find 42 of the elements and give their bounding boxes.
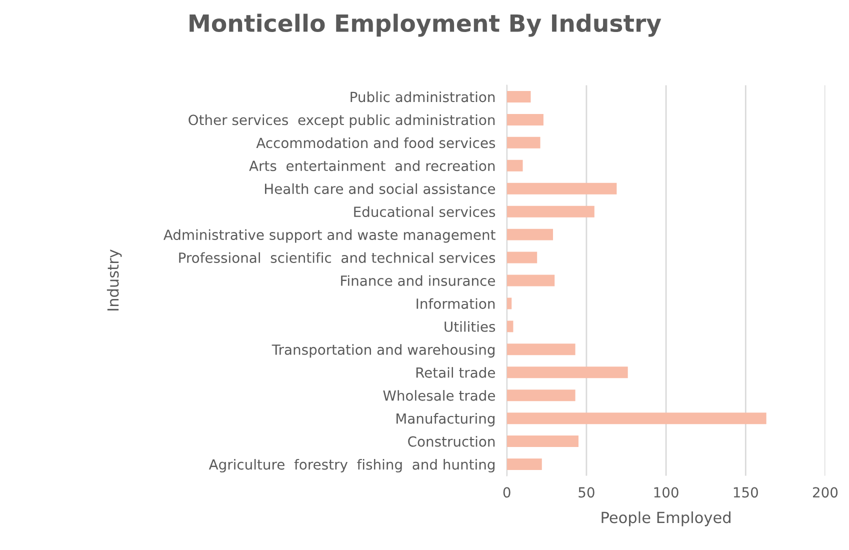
y-tick-label: Construction bbox=[408, 436, 495, 447]
bar bbox=[506, 458, 542, 470]
bar bbox=[506, 182, 617, 194]
y-tick-label: Educational services bbox=[354, 206, 496, 218]
y-tick-label: Wholesale trade bbox=[383, 390, 495, 401]
bar bbox=[506, 136, 540, 148]
y-tick-label: Accommodation and food services bbox=[256, 137, 496, 148]
bar bbox=[506, 436, 578, 448]
x-tick-label: 50 bbox=[578, 487, 594, 498]
y-tick-label: Transportation and warehousing bbox=[272, 344, 494, 358]
bar bbox=[506, 206, 594, 218]
y-tick-label: Retail trade bbox=[416, 367, 495, 378]
y-tick-label: Information bbox=[416, 298, 495, 309]
y-tick-label: Agriculture forestry fishing and hunting bbox=[208, 458, 494, 472]
bar bbox=[506, 366, 628, 378]
bar bbox=[506, 114, 544, 126]
y-tick-label: Public administration bbox=[350, 91, 495, 102]
y-tick-label: Administrative support and waste management bbox=[164, 229, 496, 243]
bar bbox=[506, 274, 555, 286]
bar bbox=[506, 90, 531, 102]
x-axis-title: People Employed bbox=[602, 511, 730, 526]
bar bbox=[506, 390, 576, 402]
y-tick-label: Finance and insurance bbox=[341, 275, 496, 286]
bar bbox=[506, 320, 514, 332]
y-tick-label: Other services except public administration bbox=[188, 114, 495, 128]
bar bbox=[506, 344, 576, 356]
y-tick-label: Utilities bbox=[444, 321, 496, 332]
x-tick-label: 100 bbox=[654, 487, 678, 498]
y-tick-label: Manufacturing bbox=[396, 413, 494, 426]
y-tick-label: Arts entertainment and recreation bbox=[249, 160, 495, 172]
y-axis-title: Industry bbox=[106, 250, 122, 310]
bar bbox=[506, 160, 523, 172]
chart-title: Monticello Employment By Industry bbox=[190, 14, 662, 37]
x-tick-label: 0 bbox=[503, 487, 510, 498]
y-tick-label: Health care and social assistance bbox=[265, 183, 496, 194]
y-tick-label: Professional scientific and technical services bbox=[179, 252, 496, 264]
bar bbox=[506, 298, 512, 310]
x-tick-label: 150 bbox=[734, 487, 758, 498]
bar bbox=[506, 228, 554, 240]
bar bbox=[506, 252, 538, 264]
bar bbox=[506, 412, 766, 424]
x-tick-label: 200 bbox=[812, 487, 838, 498]
